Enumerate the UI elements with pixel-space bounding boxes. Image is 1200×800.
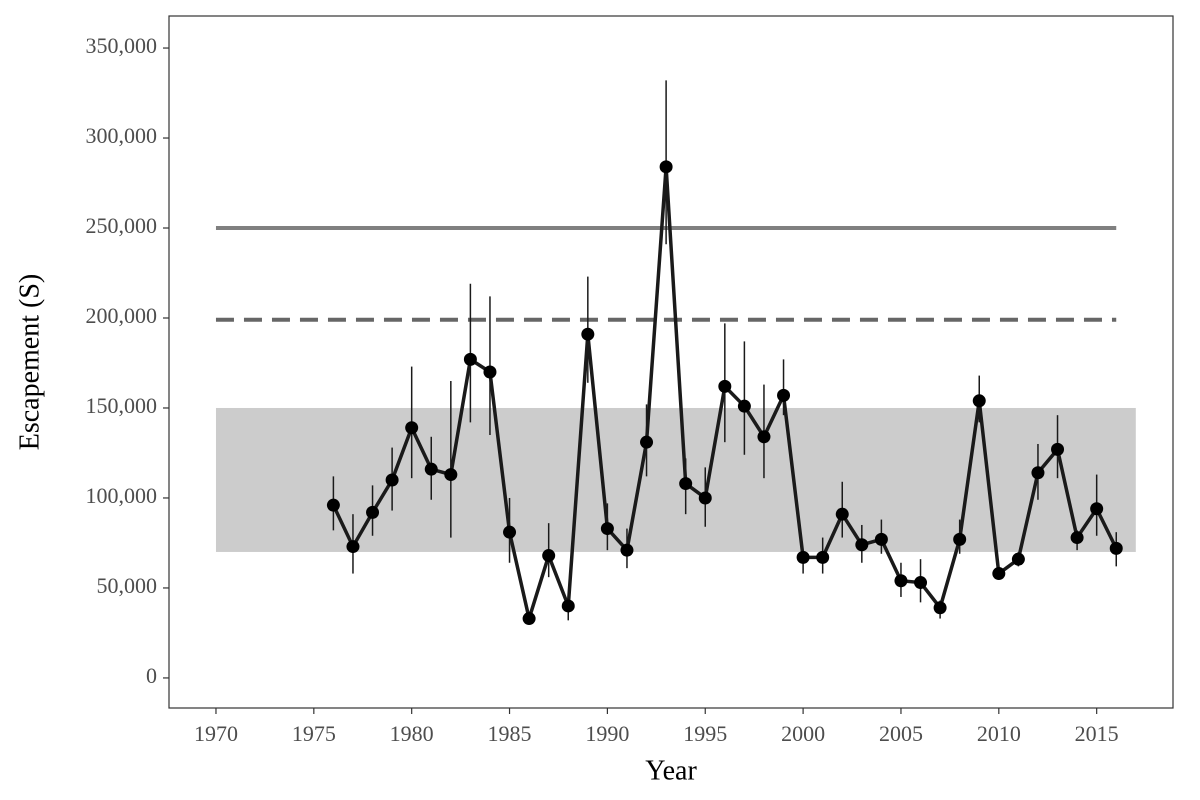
y-tick-label: 0 xyxy=(146,663,157,688)
x-axis-title: Year xyxy=(645,755,697,786)
data-point xyxy=(992,567,1006,581)
x-tick-label: 2000 xyxy=(781,721,825,746)
x-tick-label: 2005 xyxy=(879,721,923,746)
data-point xyxy=(972,394,986,408)
y-tick-label: 50,000 xyxy=(97,573,158,598)
data-point xyxy=(659,160,673,174)
data-point xyxy=(718,379,732,393)
data-point xyxy=(1070,531,1084,545)
y-axis-title: Escapement (S) xyxy=(14,274,45,451)
data-point xyxy=(366,505,380,519)
data-point xyxy=(757,430,771,444)
data-point xyxy=(346,540,360,554)
x-tick-label: 1970 xyxy=(194,721,238,746)
data-point xyxy=(326,498,340,512)
data-point xyxy=(542,549,556,563)
data-point xyxy=(933,601,947,615)
data-point xyxy=(855,538,869,552)
data-point xyxy=(503,525,517,539)
data-point xyxy=(894,574,908,588)
data-point xyxy=(463,352,477,366)
x-tick-label: 1995 xyxy=(683,721,727,746)
data-point xyxy=(777,388,791,402)
y-tick-label: 350,000 xyxy=(86,33,158,58)
data-point xyxy=(385,473,399,487)
data-point xyxy=(796,550,810,564)
data-point xyxy=(483,365,497,379)
data-point xyxy=(620,543,634,557)
data-point xyxy=(444,468,458,482)
data-point xyxy=(581,327,595,341)
y-tick-label: 150,000 xyxy=(86,393,158,418)
data-point xyxy=(953,532,967,546)
data-point xyxy=(640,435,654,449)
data-point xyxy=(698,491,712,505)
data-point xyxy=(424,462,438,476)
y-tick-label: 200,000 xyxy=(86,303,158,328)
data-point xyxy=(1109,541,1123,555)
data-point xyxy=(737,399,751,413)
x-tick-label: 1980 xyxy=(390,721,434,746)
data-point xyxy=(679,477,693,491)
y-tick-label: 300,000 xyxy=(86,123,158,148)
y-tick-label: 250,000 xyxy=(86,213,158,238)
x-tick-label: 2010 xyxy=(977,721,1021,746)
data-point xyxy=(1090,502,1104,516)
data-point xyxy=(816,550,830,564)
data-point xyxy=(1051,442,1065,456)
data-point xyxy=(835,507,849,521)
data-point xyxy=(522,612,536,626)
data-point xyxy=(405,421,419,435)
x-tick-label: 1975 xyxy=(292,721,336,746)
reference-band xyxy=(215,407,1136,552)
x-tick-label: 1985 xyxy=(488,721,532,746)
data-point xyxy=(1011,552,1025,566)
x-tick-label: 2015 xyxy=(1075,721,1119,746)
data-point xyxy=(914,576,928,590)
data-point xyxy=(561,599,575,613)
y-tick-label: 100,000 xyxy=(86,483,158,508)
data-point xyxy=(600,522,614,536)
data-point xyxy=(874,532,888,546)
x-tick-label: 1990 xyxy=(585,721,629,746)
data-point xyxy=(1031,466,1045,480)
plot-frame xyxy=(168,15,1174,709)
